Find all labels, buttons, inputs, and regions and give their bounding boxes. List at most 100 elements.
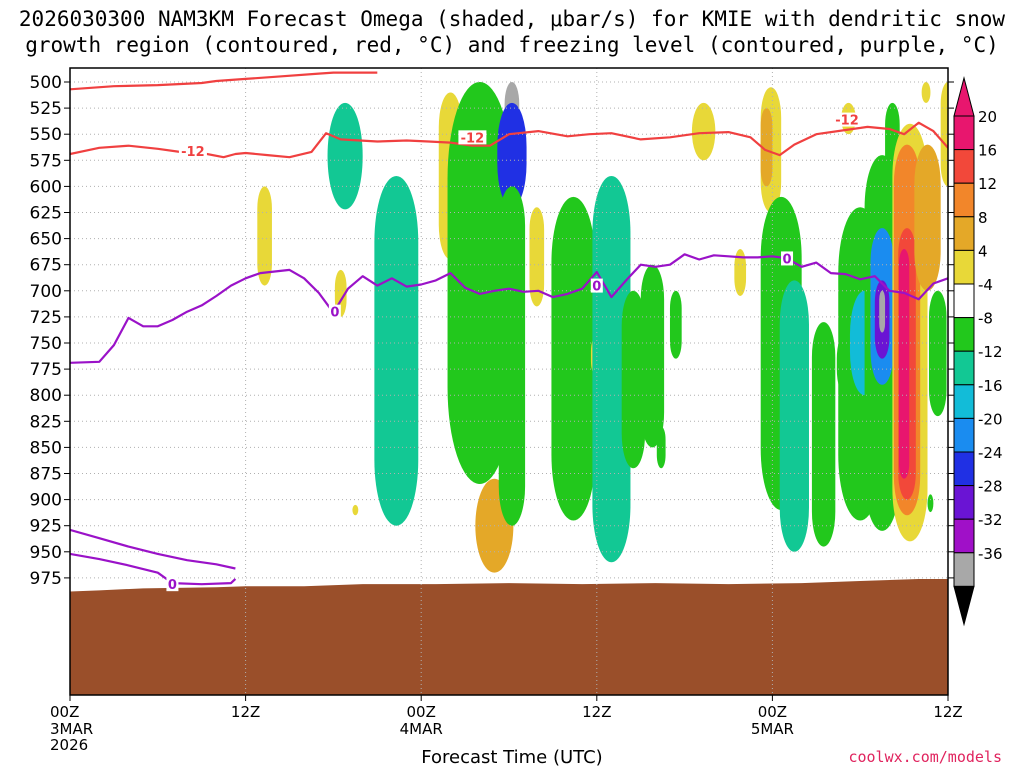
x-tick-label-0: 00Z bbox=[50, 703, 80, 721]
y-tick-label-525: 525 bbox=[30, 99, 62, 119]
credit-text: coolwx.com/models bbox=[848, 748, 1002, 766]
y-tick-label-925: 925 bbox=[30, 517, 62, 537]
y-tick-label-900: 900 bbox=[30, 491, 62, 511]
contour-label-6: 0 bbox=[168, 578, 177, 593]
terrain-fill bbox=[70, 578, 948, 695]
colorbar-label-9: -20 bbox=[978, 410, 1003, 428]
x-tick-label-3: 12Z bbox=[582, 703, 612, 721]
dendritic-upper-contour bbox=[70, 71, 378, 91]
contour-label-bg-3 bbox=[328, 304, 341, 319]
omega-feature-22 bbox=[760, 108, 773, 187]
contour-label-1: -12 bbox=[461, 131, 485, 146]
contour-label-bg-4 bbox=[590, 278, 603, 293]
x-tick-year-0: 2026 bbox=[50, 736, 89, 754]
omega-feature-38 bbox=[898, 249, 910, 479]
omega-shading-layer bbox=[257, 82, 948, 573]
omega-feature-44 bbox=[927, 494, 934, 513]
colorbar-label-6: -8 bbox=[978, 310, 993, 328]
y-tick-label-675: 675 bbox=[30, 256, 62, 276]
y-tick-labels: 500 525 550 575 600 625 650 675 700 725 750 775 800 8… bbox=[30, 73, 954, 589]
colorbar-label-10: -24 bbox=[978, 444, 1003, 462]
y-tick-label-850: 850 bbox=[30, 438, 62, 458]
freezing-level-contour bbox=[70, 253, 948, 364]
x-tick-day-2: 4MAR bbox=[399, 720, 443, 738]
y-tick-label-600: 600 bbox=[30, 177, 62, 197]
omega-feature-16 bbox=[640, 264, 665, 448]
colorbar-bin-8 bbox=[953, 384, 975, 419]
y-tick-label-800: 800 bbox=[30, 386, 62, 406]
y-tick-label-775: 775 bbox=[30, 360, 62, 380]
contour-label-bg-5 bbox=[781, 251, 794, 266]
omega-feature-17 bbox=[656, 426, 666, 469]
omega-feature-40 bbox=[928, 290, 947, 417]
freezing-level-bottom-contour bbox=[70, 552, 237, 586]
contour-label-5: 0 bbox=[783, 252, 792, 267]
colorbar-bottom-triangle bbox=[953, 585, 975, 627]
omega-feature-39 bbox=[914, 144, 941, 291]
freezing-level-lower-contour bbox=[70, 528, 236, 570]
colorbar-bin-2 bbox=[953, 182, 975, 218]
omega-feature-19 bbox=[691, 102, 716, 161]
colorbar-label-4: 4 bbox=[978, 242, 988, 260]
colorbar-bin-10 bbox=[953, 451, 975, 487]
colorbar-bin-1 bbox=[953, 149, 975, 184]
colorbar: 20 16 12 8 4 -4 -8 -12 -16 -20 -24 -28 -32 -36 bbox=[953, 76, 1003, 627]
omega-feature-20 bbox=[734, 249, 747, 297]
omega-feature-0 bbox=[327, 102, 363, 210]
colorbar-top-triangle bbox=[953, 76, 975, 117]
colorbar-bin-11 bbox=[953, 485, 975, 520]
contour-label-2: -12 bbox=[835, 114, 859, 129]
x-tick-day-4: 5MAR bbox=[750, 720, 794, 738]
x-tick-label-2: 00Z bbox=[406, 703, 436, 721]
chart-title-line2: growth region (contoured, red, °C) and f… bbox=[25, 33, 999, 57]
contour-label-bg-0 bbox=[178, 143, 207, 158]
colorbar-label-2: 12 bbox=[978, 175, 997, 193]
colorbar-bin-5 bbox=[953, 283, 975, 319]
colorbar-label-5: -4 bbox=[978, 276, 993, 294]
omega-feature-9 bbox=[498, 186, 526, 526]
contour-label-3: 0 bbox=[330, 306, 339, 321]
y-tick-label-650: 650 bbox=[30, 230, 62, 250]
y-tick-label-825: 825 bbox=[30, 412, 62, 432]
y-tick-label-575: 575 bbox=[30, 151, 62, 171]
y-tick-label-700: 700 bbox=[30, 282, 62, 302]
omega-feature-15 bbox=[621, 290, 646, 469]
colorbar-bin-3 bbox=[953, 216, 975, 251]
colorbar-bin-6 bbox=[953, 317, 975, 352]
omega-feature-25 bbox=[811, 322, 836, 547]
omega-feature-24 bbox=[779, 280, 809, 552]
colorbar-label-8: -16 bbox=[978, 377, 1003, 395]
y-tick-label-550: 550 bbox=[30, 125, 62, 145]
colorbar-label-3: 8 bbox=[978, 209, 988, 227]
y-tick-label-750: 750 bbox=[30, 334, 62, 354]
contour-label-bg-2 bbox=[833, 112, 862, 127]
omega-feature-10 bbox=[529, 207, 545, 307]
omega-feature-33 bbox=[879, 290, 886, 333]
y-tick-label-500: 500 bbox=[30, 73, 62, 93]
contour-label-0: -12 bbox=[181, 145, 205, 160]
omega-feature-18 bbox=[669, 290, 682, 359]
plot-frame-layer bbox=[69, 67, 949, 701]
x-tick-label-4: 00Z bbox=[757, 703, 788, 721]
colorbar-label-13: -36 bbox=[978, 545, 1003, 563]
y-tick-label-725: 725 bbox=[30, 308, 62, 328]
omega-feature-3 bbox=[374, 175, 419, 526]
x-tick-label-5: 12Z bbox=[933, 703, 963, 721]
colorbar-label-1: 16 bbox=[978, 142, 997, 160]
colorbar-bin-4 bbox=[953, 249, 975, 285]
omega-feature-8 bbox=[497, 102, 527, 208]
colorbar-label-7: -12 bbox=[978, 343, 1003, 361]
chart-title-line1: 2026030300 NAM3KM Forecast Omega (shaded… bbox=[18, 7, 1006, 31]
x-tick-day-0: 3MAR bbox=[50, 720, 94, 738]
contour-label-4: 0 bbox=[592, 280, 601, 295]
omega-feature-1 bbox=[257, 186, 272, 286]
omega-feature-5 bbox=[447, 82, 512, 484]
terrain-layer bbox=[70, 578, 948, 695]
y-tick-label-875: 875 bbox=[30, 465, 62, 485]
y-tick-label-950: 950 bbox=[30, 543, 62, 563]
omega-feature-12 bbox=[551, 196, 596, 521]
colorbar-bin-9 bbox=[953, 417, 975, 453]
omega-feature-14 bbox=[592, 175, 631, 563]
colorbar-label-11: -28 bbox=[978, 478, 1003, 496]
